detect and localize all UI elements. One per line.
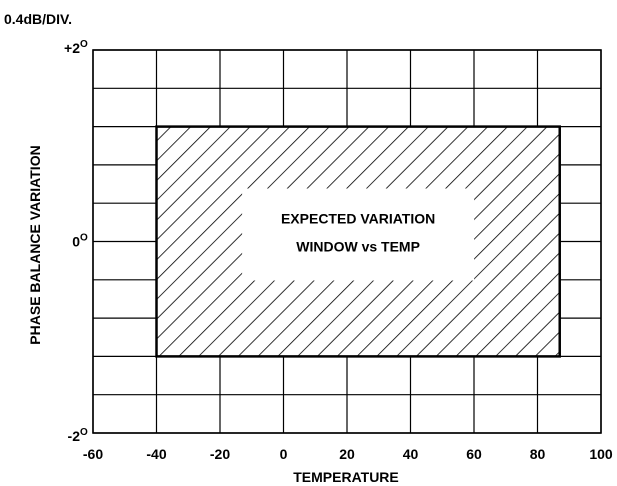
x-tick-label: -20 [210, 446, 230, 462]
y-tick-label: -2 [68, 428, 81, 444]
y-axis-label: PHASE BALANCE VARIATION [27, 145, 43, 344]
window-label-box [242, 188, 475, 281]
degree-symbol: O [80, 427, 88, 438]
plot-border [92, 49, 602, 434]
scale-note: 0.4dB/DIV. [4, 11, 72, 27]
x-tick-label: 0 [280, 446, 288, 462]
x-tick-labels: -60 -40 -20 0 20 40 60 80 100 [83, 446, 613, 462]
y-tick-labels: +2 O0 O-2 O [64, 39, 88, 444]
degree-symbol: O [80, 233, 88, 244]
y-tick-label: +2 [64, 40, 80, 56]
x-tick-label: 100 [589, 446, 613, 462]
variation-window: EXPECTED VARIATION WINDOW vs TEMP [155, 125, 561, 358]
x-tick-label: -40 [146, 446, 166, 462]
x-tick-label: 80 [530, 446, 546, 462]
x-axis-label: TEMPERATURE [293, 469, 399, 485]
x-tick-label: 40 [403, 446, 419, 462]
x-tick-label: -60 [83, 446, 103, 462]
x-tick-label: 60 [466, 446, 482, 462]
degree-symbol: O [80, 39, 88, 50]
x-tick-label: 20 [339, 446, 355, 462]
window-label-line: EXPECTED VARIATION [281, 211, 435, 227]
window-label-line: WINDOW vs TEMP [296, 239, 420, 255]
y-tick-label: 0 [72, 234, 80, 250]
